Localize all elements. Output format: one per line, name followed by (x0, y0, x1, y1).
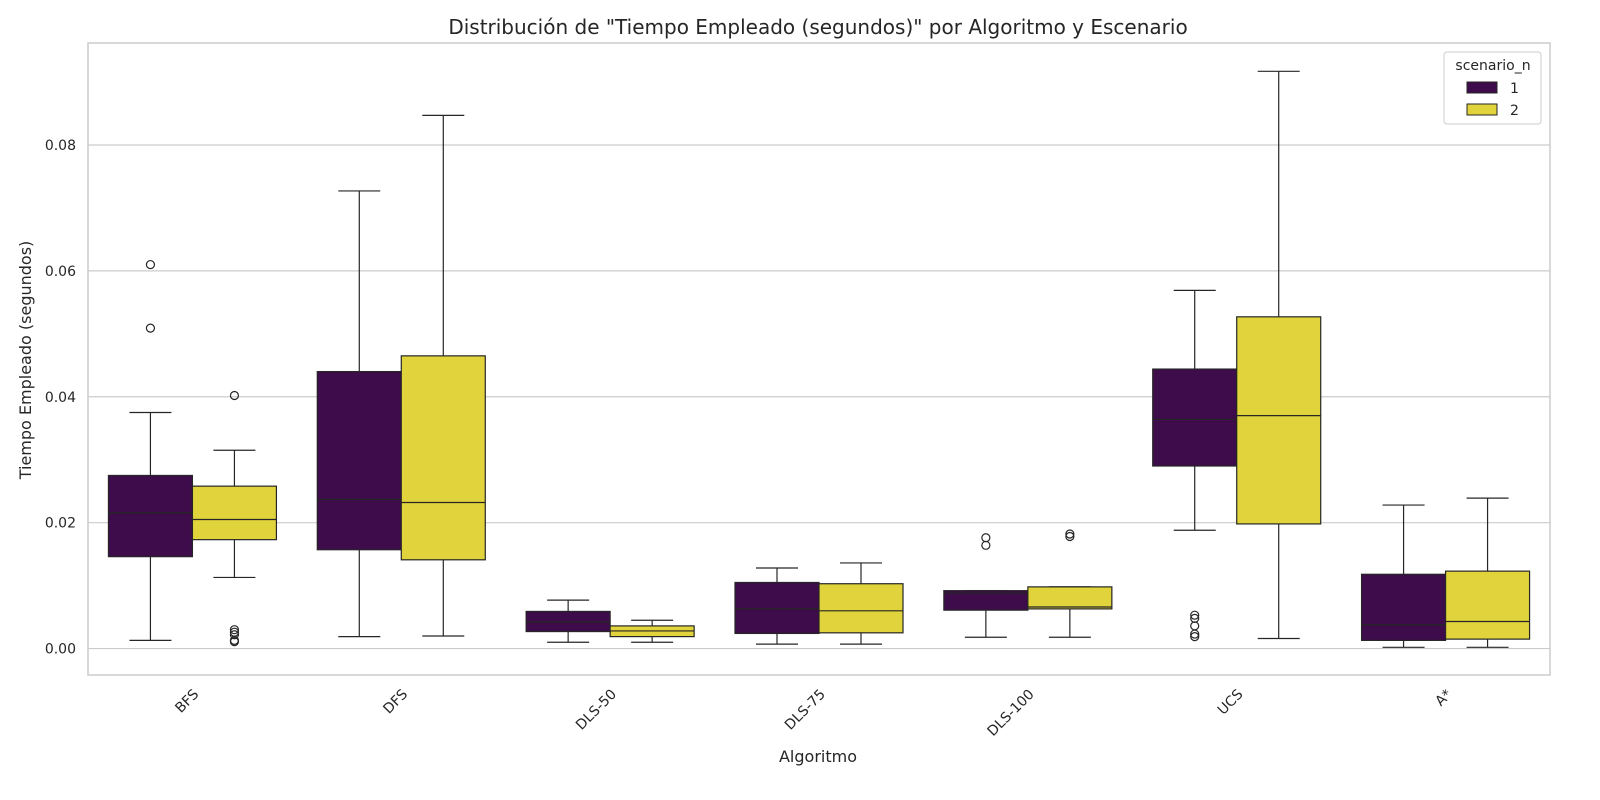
plot-area (87, 42, 1551, 676)
outlier-point (1190, 613, 1200, 623)
y-tick-label: 0.04 (45, 390, 76, 406)
box-DLS-75-scenario-2 (818, 562, 904, 645)
box-DLS-75-scenario-1 (734, 567, 820, 645)
outlier-point (229, 630, 240, 640)
x-tick-label: UCS (1215, 686, 1247, 718)
outlier-point (1190, 610, 1200, 620)
x-tick-label: A* (1432, 687, 1455, 710)
outlier-point (1065, 531, 1075, 542)
y-tick-label: 0.02 (45, 516, 76, 532)
box-iqr (818, 583, 904, 634)
x-axis-ticks: BFS DFS DLS-50 DLS-75 DLS-100 UCS A* (172, 686, 1455, 739)
y-tick-label: 0.00 (45, 642, 76, 658)
y-axis-ticks: 0.00 0.02 0.04 0.06 0.08 (45, 138, 76, 658)
box-iqr (107, 474, 194, 558)
outlier-point (229, 627, 240, 637)
box-DLS-100-scenario-2 (1027, 529, 1113, 638)
box-BFS-scenario-2 (191, 390, 278, 647)
box-DLS-100-scenario-1 (943, 533, 1029, 638)
box-DLS-50-scenario-1 (525, 599, 611, 643)
outlier-point (1065, 529, 1075, 539)
outlier-point (229, 390, 240, 401)
gridlines (88, 144, 1550, 650)
outlier-point (1190, 621, 1200, 631)
box-iqr (400, 355, 486, 561)
box-iqr (1236, 316, 1322, 525)
legend: scenario_n 1 2 (1443, 51, 1542, 125)
x-tick-label: DLS-50 (573, 687, 620, 734)
outlier-point (229, 625, 240, 635)
box-A*-scenario-1 (1360, 504, 1447, 648)
box-BFS-scenario-1 (107, 259, 194, 641)
box-DFS-scenario-2 (400, 114, 486, 637)
box-iqr (734, 581, 820, 635)
y-tick-label: 0.06 (45, 264, 76, 280)
box-DFS-scenario-1 (316, 190, 402, 638)
box-UCS-scenario-2 (1236, 70, 1322, 640)
outlier-point (145, 259, 156, 270)
box-iqr (525, 610, 611, 633)
x-axis-label: Algoritmo (779, 747, 857, 766)
x-tick-label: DLS-100 (984, 687, 1037, 740)
x-tick-label: DFS (380, 686, 411, 717)
outlier-point (981, 540, 991, 550)
x-tick-label: DLS-75 (782, 687, 829, 734)
box-iqr (1444, 570, 1531, 640)
box-iqr (1360, 573, 1447, 641)
box-A*-scenario-2 (1444, 497, 1531, 648)
legend-label-2: 2 (1510, 103, 1519, 119)
box-iqr (1152, 368, 1238, 467)
box-UCS-scenario-1 (1152, 289, 1238, 642)
outlier-point (1190, 632, 1200, 642)
outlier-point (145, 323, 156, 333)
legend-title: scenario_n (1455, 58, 1530, 74)
box-iqr (1027, 586, 1113, 610)
y-tick-label: 0.08 (45, 138, 76, 154)
box-iqr (316, 370, 402, 551)
legend-swatch-2 (1466, 103, 1498, 116)
y-axis-label: Tiempo Empleado (segundos) (16, 241, 35, 481)
x-tick-label: BFS (172, 686, 202, 716)
chart-title: Distribución de "Tiempo Empleado (segund… (448, 15, 1187, 39)
box-iqr (191, 485, 278, 541)
outlier-point (981, 533, 991, 543)
box-DLS-50-scenario-2 (609, 619, 695, 643)
boxes (107, 70, 1531, 648)
legend-swatch-1 (1466, 81, 1498, 94)
legend-label-1: 1 (1510, 81, 1519, 97)
